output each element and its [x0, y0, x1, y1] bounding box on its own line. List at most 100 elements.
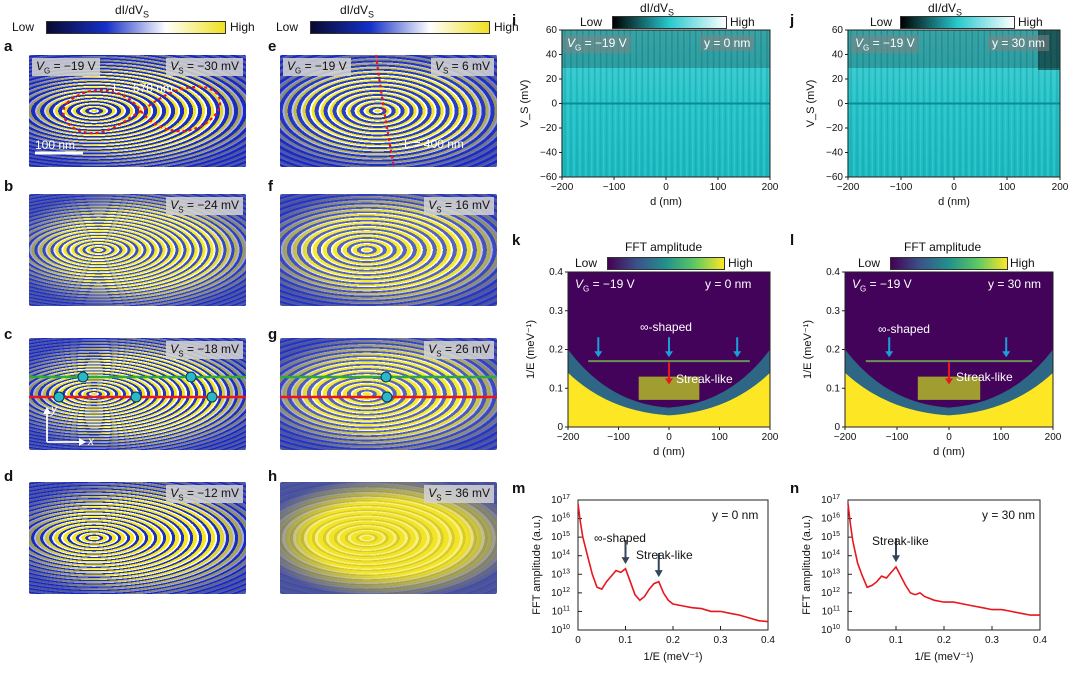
colorbar-low-label-i: Low — [580, 15, 603, 29]
xtick-m-0: 0 — [575, 635, 581, 646]
y-tag-i: y = 0 nm — [700, 35, 755, 51]
panel-label-e: e — [268, 38, 277, 55]
xtick-m-3: 0.3 — [714, 635, 728, 646]
ytick-m-3: 1014 — [551, 550, 570, 562]
ylabel-j: V_S (mV) — [805, 80, 817, 128]
marker-c-3 — [53, 391, 65, 403]
xtick-n-2: 0.2 — [937, 635, 951, 646]
colorbar-title-j: dI/dVS — [928, 1, 963, 18]
xtick-k-2: 0 — [666, 432, 672, 443]
ytick-k-2: 0.2 — [549, 345, 563, 356]
panel-label-n: n — [790, 480, 800, 497]
xtick-j-3: 100 — [999, 182, 1016, 193]
y-tag-j: y = 30 nm — [988, 35, 1050, 51]
colorbar-title-i: dI/dVS — [640, 1, 675, 18]
colorbar-didv-i — [612, 16, 727, 29]
ytick-n-5: 1012 — [821, 587, 840, 599]
vs-tag-d: VS = −12 mV — [166, 485, 243, 504]
xtick-j-4: 200 — [1052, 182, 1069, 193]
xtick-n-3: 0.3 — [985, 635, 999, 646]
ytick-n-0: 1017 — [821, 494, 840, 506]
ytick-l-3: 0.1 — [826, 383, 840, 394]
ytick-m-4: 1013 — [551, 568, 570, 580]
xtick-k-3: 100 — [711, 432, 728, 443]
vg-tag-j: VG = −19 V — [851, 35, 919, 54]
xlabel-j: d (nm) — [938, 196, 970, 208]
xtick-m-1: 0.1 — [619, 635, 633, 646]
cyan-arrowhead-k-2 — [733, 351, 742, 358]
xlabel-i: d (nm) — [650, 196, 682, 208]
colorbar-didv-e — [310, 21, 490, 34]
ylabel-m: FFT amplitude (a.u.) — [531, 515, 543, 614]
colorbar-high-label-j: High — [1018, 15, 1043, 29]
ytick-m-1: 1016 — [551, 513, 570, 525]
xtick-l-0: −200 — [834, 432, 857, 443]
xlabel-m: 1/E (meV⁻¹) — [644, 651, 703, 663]
xlabel-k: d (nm) — [653, 446, 685, 458]
ytick-i-4: −20 — [540, 123, 557, 134]
xtick-i-1: −100 — [603, 182, 626, 193]
overlay-a — [35, 85, 222, 155]
y-tag-m: y = 0 nm — [712, 508, 759, 522]
spectrum-line-m — [577, 503, 769, 623]
xtick-l-4: 200 — [1045, 432, 1062, 443]
vg-tag-l: VG = −19 V — [852, 277, 912, 294]
colorbar-high-label-a: High — [230, 20, 255, 34]
colorbar-high-label-l: High — [1010, 256, 1035, 270]
colorbar-title-a: dI/dVS — [115, 3, 150, 20]
vs-tag-b: VS = −24 mV — [166, 197, 243, 216]
peak-arrowhead-n-0 — [892, 555, 900, 563]
didv-map-c: VS = −18 mV x y — [29, 338, 246, 450]
xtick-k-0: −200 — [557, 432, 580, 443]
xtick-m-4: 0.4 — [761, 635, 775, 646]
ytick-i-5: −40 — [540, 148, 557, 159]
frame-m — [577, 499, 769, 631]
ylabel-l: 1/E (meV⁻¹) — [802, 320, 814, 379]
ytick-k-1: 0.3 — [549, 306, 563, 317]
peak-arrowhead-m-0 — [621, 557, 630, 565]
xtick-l-3: 100 — [993, 432, 1010, 443]
ytick-m-2: 1015 — [551, 531, 570, 543]
ytick-k-0: 0.4 — [549, 267, 563, 278]
y-tag-n: y = 30 nm — [982, 508, 1036, 522]
ytick-j-4: −20 — [826, 123, 843, 134]
ytick-n-1: 1016 — [821, 513, 840, 525]
panel-label-k: k — [512, 232, 521, 249]
frame-n — [847, 499, 1041, 631]
annotation-streak-k: Streak-like — [676, 372, 733, 386]
xtick-n-0: 0 — [845, 635, 851, 646]
xtick-i-2: 0 — [663, 182, 669, 193]
annotation-streak-l: Streak-like — [956, 370, 1013, 384]
colorbar-high-label-i: High — [730, 15, 755, 29]
vs-tag-e: VS = 6 mV — [430, 58, 494, 77]
figure-eight-outline — [62, 85, 222, 135]
scalebar-label: 100 nm — [35, 138, 76, 152]
didv-map-e: VG = −19 V VS = 6 mV L = 400 nm — [280, 55, 497, 167]
xtick-k-4: 200 — [762, 432, 779, 443]
colorbar-title-k: FFT amplitude — [625, 240, 703, 254]
colorbar-didv-a — [46, 21, 226, 34]
annotation-infinity-k: ∞-shaped — [640, 320, 692, 334]
colorbar-high-label-k: High — [728, 256, 753, 270]
ytick-l-4: 0 — [834, 422, 840, 433]
colorbar-title-e: dI/dVS — [340, 3, 375, 20]
ytick-n-7: 1010 — [821, 624, 840, 636]
cyan-arrowhead-l-1 — [1002, 351, 1011, 358]
ytick-i-3: 0 — [551, 99, 557, 110]
marker-g-2 — [381, 391, 393, 403]
ylabel-k: 1/E (meV⁻¹) — [525, 320, 537, 379]
y-tag-k: y = 0 nm — [705, 277, 752, 291]
xtick-n-4: 0.4 — [1033, 635, 1047, 646]
overlay-c — [29, 371, 246, 446]
panel-label-f: f — [268, 178, 273, 195]
xtick-i-3: 100 — [710, 182, 727, 193]
ytick-l-0: 0.4 — [826, 267, 840, 278]
xtick-k-1: −100 — [607, 432, 630, 443]
panel-label-b: b — [4, 178, 14, 195]
ytick-j-1: 40 — [832, 50, 844, 61]
ytick-m-6: 1011 — [552, 605, 570, 617]
axis-x-label: x — [88, 434, 94, 448]
marker-c-2 — [185, 371, 197, 383]
ytick-m-7: 1010 — [551, 624, 570, 636]
vg-tag-a: VG = −19 V — [32, 58, 100, 77]
